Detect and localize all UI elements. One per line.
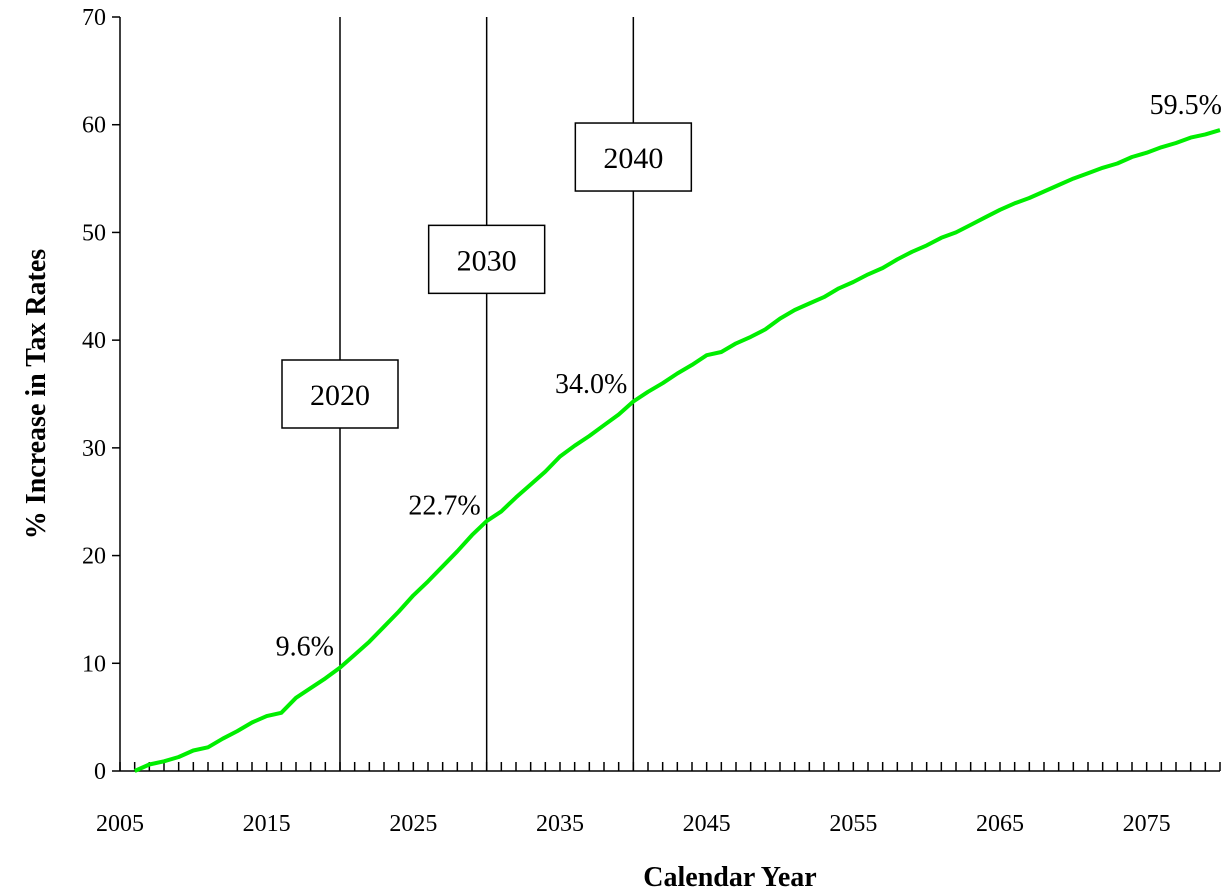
marker-box-2020 [281, 359, 399, 429]
y-tick-label: 20 [82, 544, 106, 570]
marker-label-2030: 2030 [457, 244, 517, 277]
x-tick-label: 2065 [976, 811, 1024, 837]
y-tick-label: 30 [82, 436, 106, 462]
x-tick-label: 2055 [829, 811, 877, 837]
y-tick-label: 40 [82, 328, 106, 354]
reference-markers: 2020 2030 2040 [281, 122, 693, 429]
series-group [133, 128, 1221, 773]
y-axis-title: % Increase in Tax Rates [21, 249, 52, 539]
data-label: 9.6% [276, 632, 334, 663]
y-tick-label: 70 [82, 5, 106, 31]
marker-label-2040: 2040 [603, 142, 663, 175]
data-label: 59.5% [1150, 90, 1222, 121]
marker-label-2020: 2020 [310, 379, 370, 412]
marker-box-2030 [427, 224, 546, 295]
x-tick-label: 2015 [243, 811, 291, 837]
y-tick-label: 10 [82, 651, 106, 677]
x-tick-label: 2025 [389, 811, 437, 837]
y-ticks: 0 10 20 30 40 50 60 70 [82, 5, 120, 785]
data-label: 34.0% [555, 369, 627, 400]
x-tick-label: 2035 [536, 811, 584, 837]
axes [119, 17, 1220, 772]
x-ticks: 2005 2015 2025 2035 2045 2055 2065 2075 [96, 762, 1221, 837]
x-tick-label: 2045 [683, 811, 731, 837]
y-tick-label: 60 [82, 113, 106, 139]
data-labels: 9.6% 22.7% 34.0% 59.5% [276, 90, 1222, 662]
x-tick-label: 2005 [96, 811, 144, 837]
data-label: 22.7% [408, 490, 480, 521]
x-axis-title: Calendar Year [643, 862, 816, 893]
y-tick-label: 50 [82, 220, 106, 246]
marker-box-2040 [574, 122, 693, 192]
x-tick-label: 2075 [1123, 811, 1171, 837]
series-line [133, 128, 1221, 773]
y-tick-label: 0 [94, 759, 106, 785]
